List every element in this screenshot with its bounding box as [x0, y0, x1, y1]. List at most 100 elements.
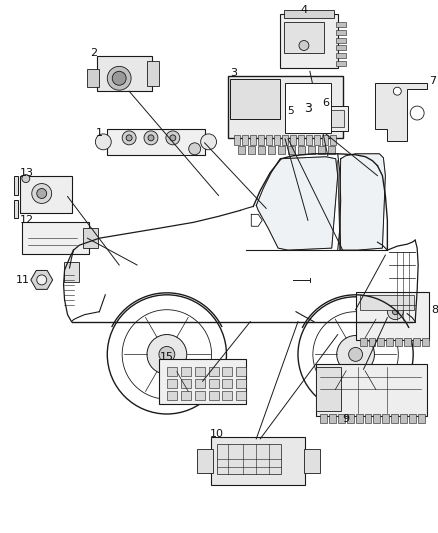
Bar: [290, 135, 296, 145]
Bar: [248, 146, 255, 154]
Bar: [322, 135, 328, 145]
Bar: [336, 30, 346, 35]
Bar: [181, 391, 191, 400]
Circle shape: [166, 131, 180, 145]
Bar: [378, 337, 385, 346]
Circle shape: [299, 41, 309, 51]
Bar: [328, 146, 335, 154]
Bar: [208, 367, 219, 376]
Bar: [391, 414, 398, 423]
Bar: [338, 414, 345, 423]
Bar: [208, 379, 219, 388]
Circle shape: [159, 346, 175, 362]
Bar: [97, 56, 152, 91]
Bar: [147, 61, 159, 86]
Bar: [223, 379, 233, 388]
Text: 4: 4: [300, 5, 307, 15]
Bar: [197, 449, 212, 473]
Text: 2: 2: [90, 49, 97, 59]
Bar: [159, 359, 246, 404]
Bar: [356, 414, 363, 423]
Bar: [336, 61, 346, 66]
Bar: [368, 337, 375, 346]
Bar: [418, 414, 425, 423]
Text: 13: 13: [20, 168, 34, 177]
Bar: [382, 414, 389, 423]
Bar: [238, 146, 245, 154]
Circle shape: [337, 336, 374, 373]
Circle shape: [32, 183, 52, 204]
Bar: [360, 295, 414, 310]
Polygon shape: [14, 175, 18, 196]
Circle shape: [122, 131, 136, 145]
Bar: [346, 414, 353, 423]
Bar: [208, 391, 219, 400]
Bar: [237, 391, 246, 400]
Bar: [306, 135, 312, 145]
Bar: [194, 391, 205, 400]
Bar: [336, 37, 346, 43]
Circle shape: [95, 134, 111, 150]
Bar: [258, 146, 265, 154]
Bar: [374, 414, 381, 423]
Text: 15: 15: [160, 352, 174, 362]
Bar: [400, 414, 407, 423]
Bar: [336, 53, 346, 59]
Circle shape: [147, 335, 187, 374]
Polygon shape: [256, 157, 338, 250]
Bar: [194, 367, 205, 376]
Bar: [300, 113, 326, 133]
Circle shape: [107, 66, 131, 90]
Bar: [237, 379, 246, 388]
Circle shape: [189, 143, 201, 155]
Bar: [329, 414, 336, 423]
Bar: [20, 175, 71, 213]
Bar: [250, 135, 256, 145]
Bar: [237, 367, 246, 376]
Bar: [404, 337, 411, 346]
Bar: [316, 106, 348, 131]
Bar: [167, 379, 177, 388]
Bar: [316, 367, 341, 411]
Bar: [386, 337, 393, 346]
Bar: [298, 146, 305, 154]
Circle shape: [392, 309, 398, 314]
Text: 11: 11: [16, 275, 30, 285]
Circle shape: [112, 71, 126, 85]
Circle shape: [393, 87, 401, 95]
Bar: [360, 337, 367, 346]
Circle shape: [349, 348, 363, 361]
Text: 6: 6: [322, 98, 329, 108]
Circle shape: [22, 175, 30, 183]
Bar: [330, 135, 336, 145]
Bar: [413, 337, 420, 346]
Bar: [356, 292, 429, 340]
Bar: [409, 414, 416, 423]
Text: 12: 12: [20, 215, 34, 225]
Bar: [282, 135, 288, 145]
Bar: [284, 22, 324, 53]
Bar: [316, 365, 427, 416]
Bar: [223, 391, 233, 400]
Bar: [274, 135, 280, 145]
Bar: [314, 135, 320, 145]
Bar: [83, 228, 99, 248]
Bar: [284, 10, 334, 18]
Bar: [318, 146, 325, 154]
Text: 7: 7: [429, 76, 436, 86]
Bar: [223, 367, 233, 376]
Bar: [88, 69, 99, 87]
Bar: [288, 146, 295, 154]
Bar: [234, 135, 240, 145]
Bar: [298, 135, 304, 145]
Bar: [336, 45, 346, 51]
Bar: [336, 22, 346, 27]
Bar: [364, 414, 371, 423]
Polygon shape: [14, 200, 18, 219]
Text: 3: 3: [230, 68, 237, 78]
Bar: [211, 437, 305, 484]
Bar: [266, 135, 272, 145]
Circle shape: [37, 189, 47, 198]
Bar: [216, 444, 281, 474]
Bar: [258, 135, 264, 145]
